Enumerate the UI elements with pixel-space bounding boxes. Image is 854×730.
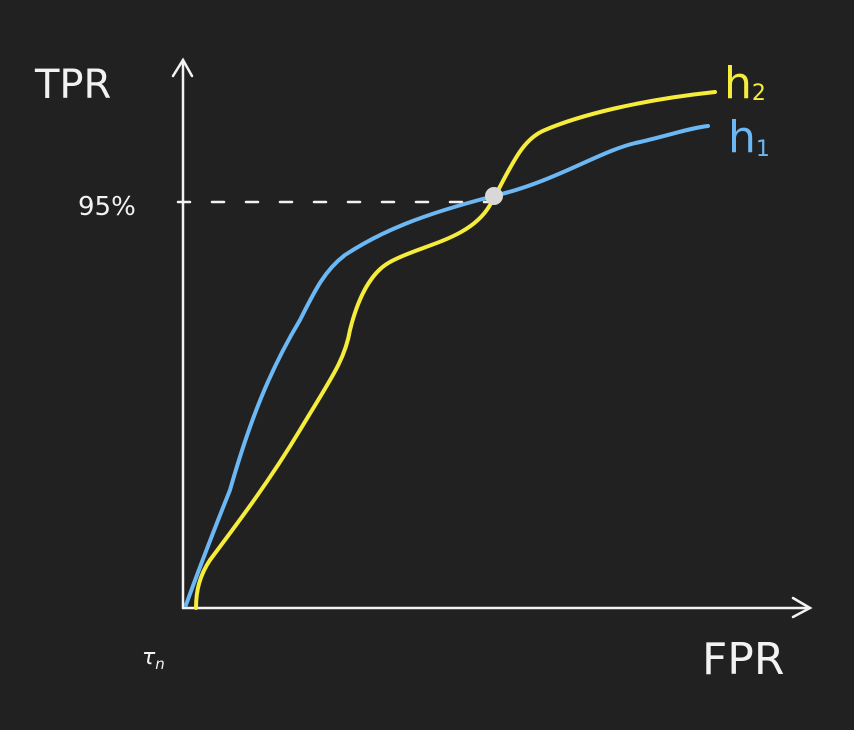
x-arrow <box>791 596 813 619</box>
h2-curve <box>194 90 717 610</box>
h1-label: h1 <box>728 112 770 163</box>
origin-subscript: n <box>155 655 165 673</box>
intersection-point <box>485 187 503 205</box>
h2-label: h2 <box>724 58 766 109</box>
h1-curve <box>184 124 710 607</box>
h1-letter: h <box>728 112 756 163</box>
origin-label: τn <box>142 645 165 673</box>
x-axis-label: FPR <box>702 634 784 685</box>
origin-symbol: τ <box>142 645 156 670</box>
h2-letter: h <box>724 58 752 109</box>
h2-subscript: 2 <box>752 81 766 106</box>
y-axis-label: TPR <box>34 62 111 108</box>
threshold-label: 95% <box>78 192 136 222</box>
h1-subscript: 1 <box>756 137 770 162</box>
y-arrow <box>171 57 194 78</box>
